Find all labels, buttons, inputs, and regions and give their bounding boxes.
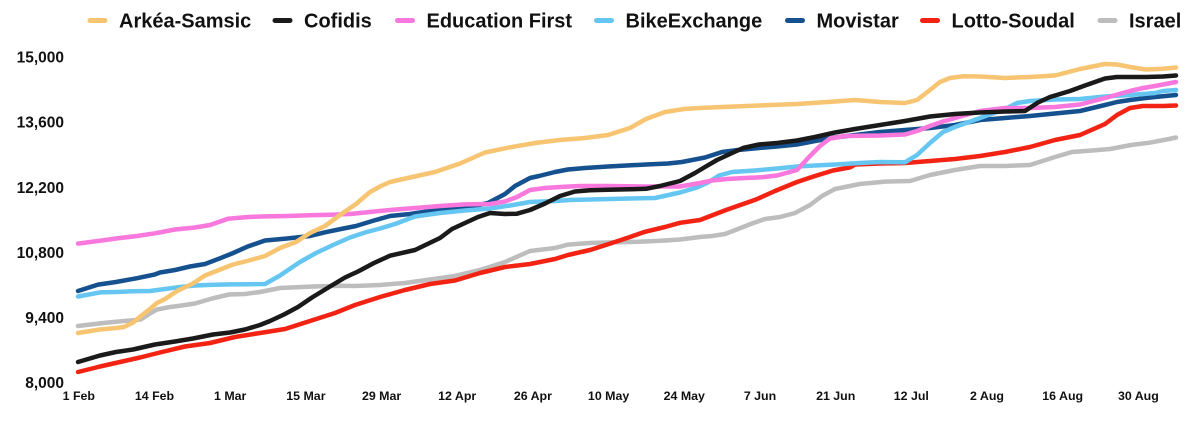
svg-text:Arkéa-Samsic: Arkéa-Samsic xyxy=(119,10,251,32)
svg-text:21 Jun: 21 Jun xyxy=(816,389,855,403)
svg-text:Movistar: Movistar xyxy=(817,10,899,32)
svg-text:10 May: 10 May xyxy=(588,389,629,403)
svg-text:15 Mar: 15 Mar xyxy=(286,389,325,403)
svg-text:BikeExchange: BikeExchange xyxy=(626,10,763,32)
svg-text:26 Apr: 26 Apr xyxy=(514,389,552,403)
svg-text:30 Aug: 30 Aug xyxy=(1118,389,1159,403)
svg-text:16 Aug: 16 Aug xyxy=(1042,389,1083,403)
svg-text:7 Jun: 7 Jun xyxy=(744,389,776,403)
svg-text:12,200: 12,200 xyxy=(17,180,64,197)
svg-text:12 Jul: 12 Jul xyxy=(894,389,929,403)
svg-text:15,000: 15,000 xyxy=(17,50,64,67)
svg-text:9,400: 9,400 xyxy=(25,310,64,327)
svg-text:Lotto-Soudal: Lotto-Soudal xyxy=(952,10,1075,32)
svg-text:14 Feb: 14 Feb xyxy=(135,389,175,403)
svg-text:2 Aug: 2 Aug xyxy=(970,389,1004,403)
svg-text:12 Apr: 12 Apr xyxy=(438,389,476,403)
svg-text:1 Mar: 1 Mar xyxy=(214,389,247,403)
svg-text:Israel: Israel xyxy=(1129,10,1181,32)
svg-text:8,000: 8,000 xyxy=(25,375,64,392)
svg-text:1 Feb: 1 Feb xyxy=(63,389,96,403)
svg-text:29 Mar: 29 Mar xyxy=(362,389,401,403)
svg-text:Education First: Education First xyxy=(427,10,573,32)
svg-text:Cofidis: Cofidis xyxy=(304,10,372,32)
svg-text:10,800: 10,800 xyxy=(17,245,64,262)
svg-text:24 May: 24 May xyxy=(664,389,705,403)
svg-text:13,600: 13,600 xyxy=(17,115,64,132)
